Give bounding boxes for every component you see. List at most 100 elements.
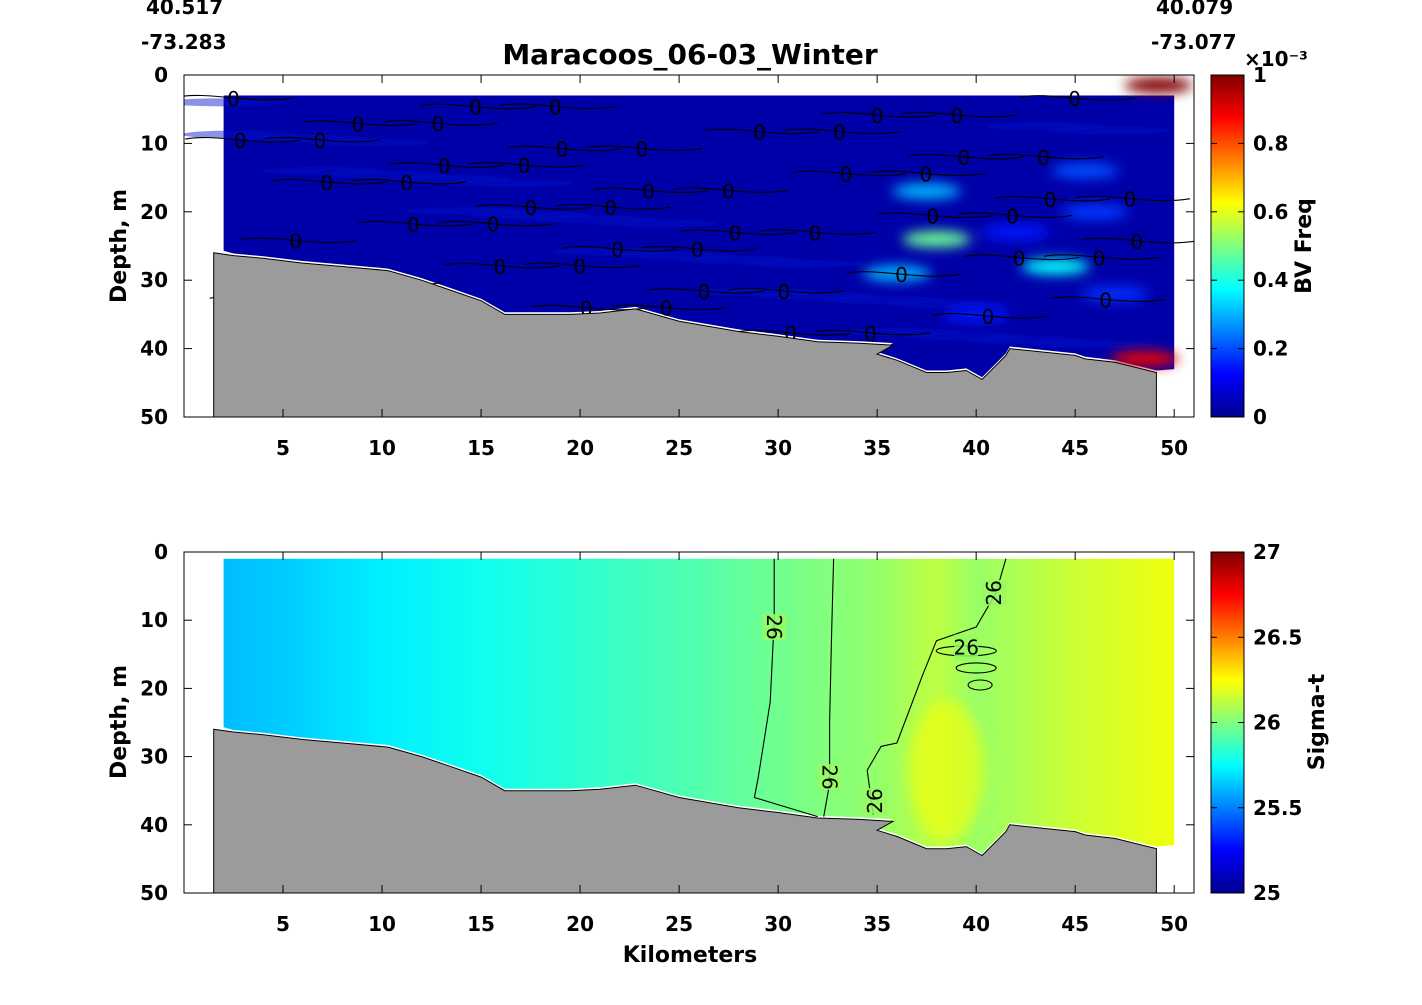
contour-label: 0 [1037,146,1050,170]
y-tick-label: 10 [140,608,168,632]
bv-freq-colorbar [1210,74,1245,418]
bv-freq-texture [678,255,799,264]
y-tick-label: 20 [140,200,168,224]
contour-label: 0 [556,138,569,162]
bv-freq-texture [615,251,736,260]
contour-line [389,162,505,168]
colorbar-tick-label: 25 [1253,881,1281,905]
contour-line [524,262,640,269]
corner-left-lat: 40.517 [146,0,223,19]
contour-line [382,120,498,126]
contour-line [184,94,294,101]
bathymetry-bottom [213,728,1157,893]
corner-left-lon: -73.283 [141,30,226,54]
x-tick-label: 45 [1061,912,1089,936]
contour-label: 0 [833,121,846,145]
bv-freq-hotspot [1051,162,1120,179]
contour-line [870,170,986,176]
x-tick-label: 35 [863,912,891,936]
x-tick-label: 50 [1160,436,1188,460]
contour-line [1081,237,1194,244]
bv-freq-hotspot [892,183,961,200]
bv-freq-panel: 0 0 0 0 0 0 0 0 0 0 0 0 0 0 0 0 0 0 0 0 0 0 0 0 0 0 0 0 0 0 0 0 0 0 0 0 0 0 0 0… [107,47,1317,460]
bv-freq-texture [904,332,1025,341]
contour-line [438,220,554,227]
contour-line [728,287,844,294]
contour-line [586,145,702,151]
x-tick-label: 10 [368,436,396,460]
x-tick-label: 10 [368,912,396,936]
contour-label: 0 [487,213,500,237]
bv-freq-texture [1048,126,1169,135]
contour-label: 0 [871,104,884,128]
contour-label: 0 [895,263,908,287]
bv-freq-texture [741,259,862,268]
contour-label: 0 [494,255,507,279]
contour-label: 0 [227,87,240,111]
contour-label: 0 [1093,246,1106,270]
colorbar-tick-label: 26 [1253,711,1281,735]
bv-freq-texture [823,296,944,305]
colorbar-tick-label: 0.2 [1253,337,1288,361]
bv-freq-texture [1031,340,1152,349]
contour-line [759,229,876,235]
contour-line [593,187,709,194]
contour-line [475,204,592,210]
bv-freq-texture [551,247,672,256]
contour-line [358,220,474,227]
bv-freq-texture [886,300,1007,309]
contour-line [784,128,900,135]
bv-freq-texture [407,207,528,216]
contour-label: 0 [840,163,853,187]
contour-label: 0 [660,297,673,321]
contour-line [1050,296,1166,302]
x-tick-label: 35 [863,436,891,460]
x-tick-label: 40 [962,436,990,460]
contour-label: 0 [438,154,451,178]
contour-line [469,162,585,168]
y-tick-label: 30 [140,745,168,769]
contour-line [1074,195,1191,202]
contour-line [555,203,671,210]
contour-label: 0 [729,221,742,245]
contour-label: 0 [777,280,790,304]
contour-line [964,254,1080,261]
bv-freq-texture [759,291,880,300]
xlabel: Kilometers [623,943,757,968]
contour-label-bg [863,787,888,814]
x-tick-label: 25 [665,912,693,936]
bv-freq-hotspot [1021,258,1090,275]
contour-label: 0 [604,196,617,220]
contour-line [846,271,962,277]
sigma-t-field [223,558,1175,854]
contour-label: 0 [809,221,822,245]
colorbar-tick-label: 0.6 [1253,200,1288,224]
contour-label-bg [817,764,842,791]
contour-line [680,229,796,236]
contour-label: 26 [818,764,842,789]
contour-line [822,111,938,118]
top-ylabel: Depth, m [107,189,132,303]
colorbar-tick-label: 1 [1253,63,1267,87]
contour-line [735,329,851,336]
bv-freq-texture [533,215,654,224]
contour-label: 26 [954,635,979,659]
bottom-axes-box [183,551,1195,894]
bv-freq-hotspot [1080,285,1149,302]
colorbar-tick-label: 26.5 [1253,625,1302,649]
bv-freq-texture [326,170,446,179]
contour-line [611,304,727,311]
contour-label: 0 [1044,188,1057,212]
x-tick-label: 30 [764,436,792,460]
contour-label: 0 [957,146,970,170]
contour-line [271,178,387,185]
x-tick-label: 25 [665,436,693,460]
contour-line [995,195,1111,202]
colorbar-tick-label: 0 [1253,405,1267,429]
x-tick-label: 45 [1061,436,1089,460]
x-tick-label: 5 [276,912,290,936]
contour-label: 0 [525,196,538,220]
bv-freq-colorbar-label: BV Freq [1292,198,1317,294]
contour-line [877,212,993,219]
